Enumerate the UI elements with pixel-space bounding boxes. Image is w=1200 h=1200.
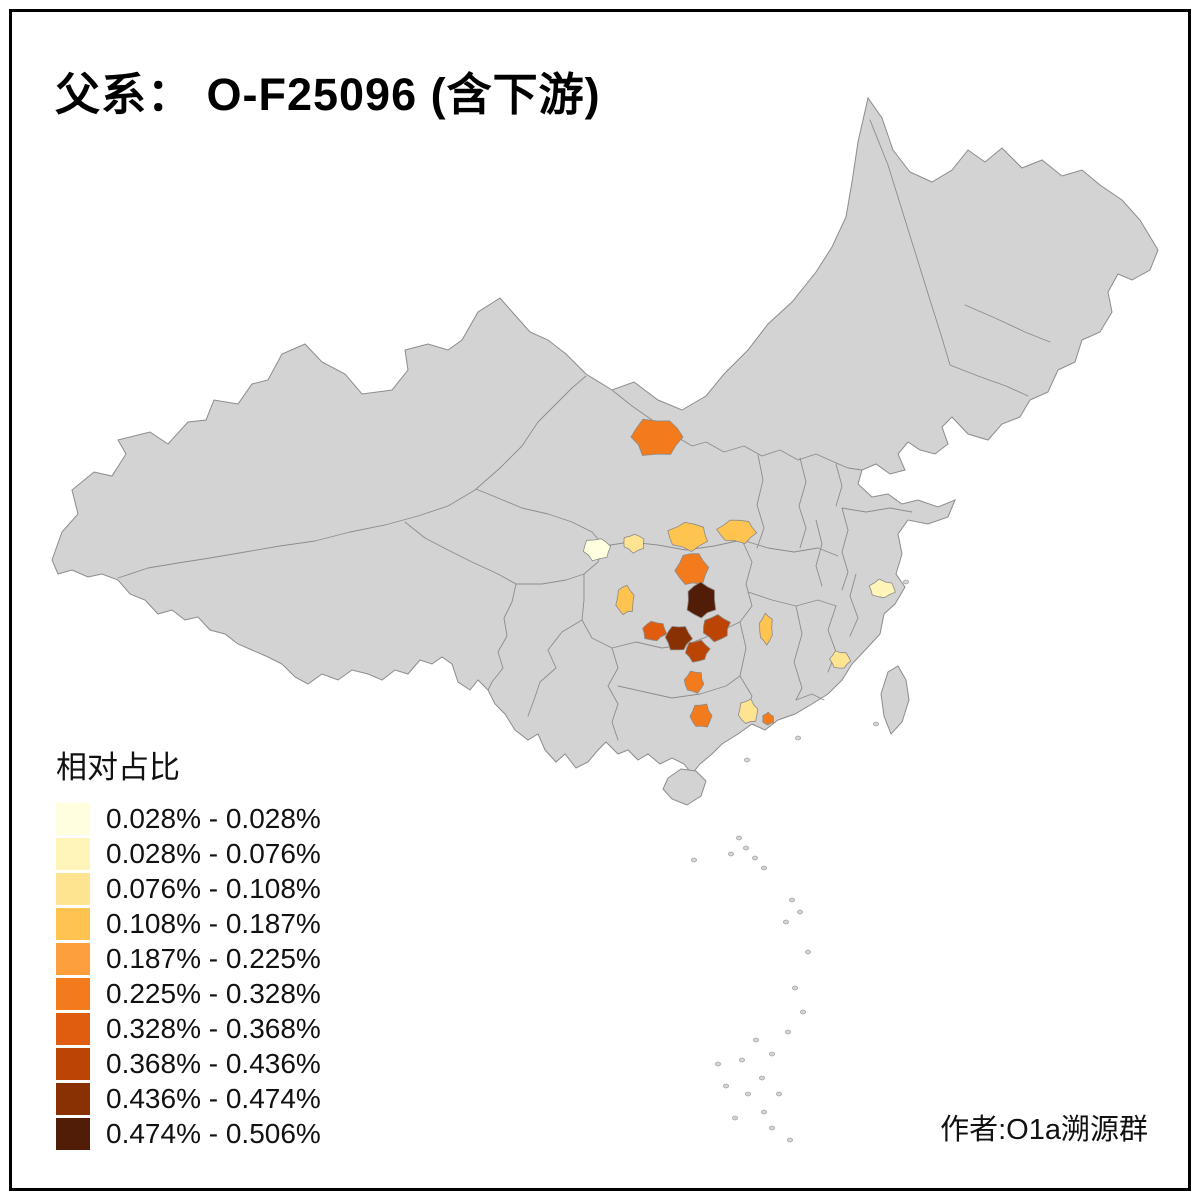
island-dot bbox=[787, 1137, 793, 1143]
map-region-region-6 bbox=[674, 553, 710, 586]
legend-label: 0.474% - 0.506% bbox=[106, 1117, 321, 1149]
island-dot bbox=[903, 579, 909, 585]
highlighted-regions bbox=[582, 418, 896, 728]
legend-items: 0.028% - 0.028% 0.028% - 0.076% 0.076% - 0… bbox=[56, 801, 321, 1151]
attribution: 作者:O1a溯源群 bbox=[940, 1114, 1148, 1146]
island-dot bbox=[736, 835, 742, 841]
map-region-region-2 bbox=[582, 538, 612, 562]
map-region-region-17 bbox=[762, 711, 774, 726]
legend-item: 0.028% - 0.076% bbox=[56, 836, 321, 871]
island-dot bbox=[789, 897, 795, 903]
legend-item: 0.028% - 0.028% bbox=[56, 801, 321, 836]
island-dot bbox=[759, 1075, 765, 1081]
legend-item: 0.108% - 0.187% bbox=[56, 906, 321, 941]
island-dot bbox=[732, 1115, 738, 1121]
island-dot bbox=[792, 985, 798, 991]
map-region-region-19 bbox=[829, 650, 852, 669]
legend-label: 0.076% - 0.108% bbox=[106, 872, 321, 904]
island-dot bbox=[744, 757, 750, 763]
island-dot bbox=[753, 1037, 759, 1043]
legend: 相对占比 0.028% - 0.028% 0.028% - 0.076% 0.076… bbox=[56, 742, 321, 1151]
legend-item: 0.474% - 0.506% bbox=[56, 1116, 321, 1151]
island-dot bbox=[745, 1091, 751, 1097]
island-dot bbox=[783, 919, 789, 925]
legend-label: 0.187% - 0.225% bbox=[106, 942, 321, 974]
legend-swatch bbox=[56, 1082, 90, 1115]
legend-label: 0.028% - 0.076% bbox=[106, 837, 321, 869]
legend-item: 0.368% - 0.436% bbox=[56, 1046, 321, 1081]
legend-label: 0.436% - 0.474% bbox=[106, 1082, 321, 1114]
map-region-region-11 bbox=[684, 639, 711, 663]
map-region-region-14 bbox=[683, 670, 705, 694]
map-region-region-16 bbox=[737, 698, 759, 724]
island-dot bbox=[691, 857, 697, 863]
legend-swatch bbox=[56, 802, 90, 835]
map-region-region-7 bbox=[615, 584, 635, 616]
mainland-outline bbox=[51, 96, 1159, 775]
legend-label: 0.328% - 0.368% bbox=[106, 1012, 321, 1044]
island-dot bbox=[776, 1091, 782, 1097]
legend-label: 0.108% - 0.187% bbox=[106, 907, 321, 939]
legend-item: 0.436% - 0.474% bbox=[56, 1081, 321, 1116]
legend-swatch bbox=[56, 1117, 90, 1150]
map-region-region-8 bbox=[686, 581, 717, 619]
legend-item: 0.225% - 0.328% bbox=[56, 976, 321, 1011]
island-dot bbox=[769, 1125, 775, 1131]
hainan-island bbox=[662, 768, 707, 806]
map-region-region-9 bbox=[642, 620, 668, 642]
island-dot bbox=[752, 855, 758, 861]
island-dot bbox=[785, 1029, 791, 1035]
legend-label: 0.028% - 0.028% bbox=[106, 802, 321, 834]
legend-item: 0.328% - 0.368% bbox=[56, 1011, 321, 1046]
island-dot bbox=[723, 1083, 729, 1089]
island-dot bbox=[805, 949, 811, 955]
legend-swatch bbox=[56, 977, 90, 1010]
island-dot bbox=[800, 1009, 806, 1015]
map-region-region-12 bbox=[702, 614, 731, 643]
map-region-region-18 bbox=[868, 578, 896, 599]
map-region-region-3 bbox=[623, 533, 645, 554]
map-region-region-5 bbox=[716, 519, 758, 544]
island-dot bbox=[797, 909, 803, 915]
south-china-sea-islands bbox=[691, 579, 909, 1143]
legend-label: 0.225% - 0.328% bbox=[106, 977, 321, 1009]
legend-item: 0.076% - 0.108% bbox=[56, 871, 321, 906]
map-title: 父系： O-F25096 (含下游) bbox=[55, 69, 601, 120]
legend-swatch bbox=[56, 837, 90, 870]
legend-label: 0.368% - 0.436% bbox=[106, 1047, 321, 1079]
land-layer bbox=[51, 96, 1159, 806]
legend-title: 相对占比 bbox=[56, 750, 180, 785]
map-region-region-10 bbox=[664, 625, 694, 651]
island-dot bbox=[795, 735, 801, 741]
island-dot bbox=[743, 845, 749, 851]
island-dot bbox=[715, 1061, 721, 1067]
island-dot bbox=[728, 851, 734, 857]
island-dot bbox=[761, 1109, 767, 1115]
legend-item: 0.187% - 0.225% bbox=[56, 941, 321, 976]
legend-swatch bbox=[56, 907, 90, 940]
taiwan-island bbox=[880, 665, 910, 735]
map-region-region-15 bbox=[689, 703, 713, 728]
legend-swatch bbox=[56, 1012, 90, 1045]
legend-swatch bbox=[56, 872, 90, 905]
map-region-region-4 bbox=[667, 521, 709, 552]
island-dot bbox=[739, 1057, 745, 1063]
map-region-region-13 bbox=[759, 612, 773, 646]
island-dot bbox=[873, 721, 879, 727]
map-region-region-1 bbox=[630, 418, 684, 456]
legend-swatch bbox=[56, 1047, 90, 1080]
island-dot bbox=[761, 865, 767, 871]
island-dot bbox=[769, 1051, 775, 1057]
legend-swatch bbox=[56, 942, 90, 975]
